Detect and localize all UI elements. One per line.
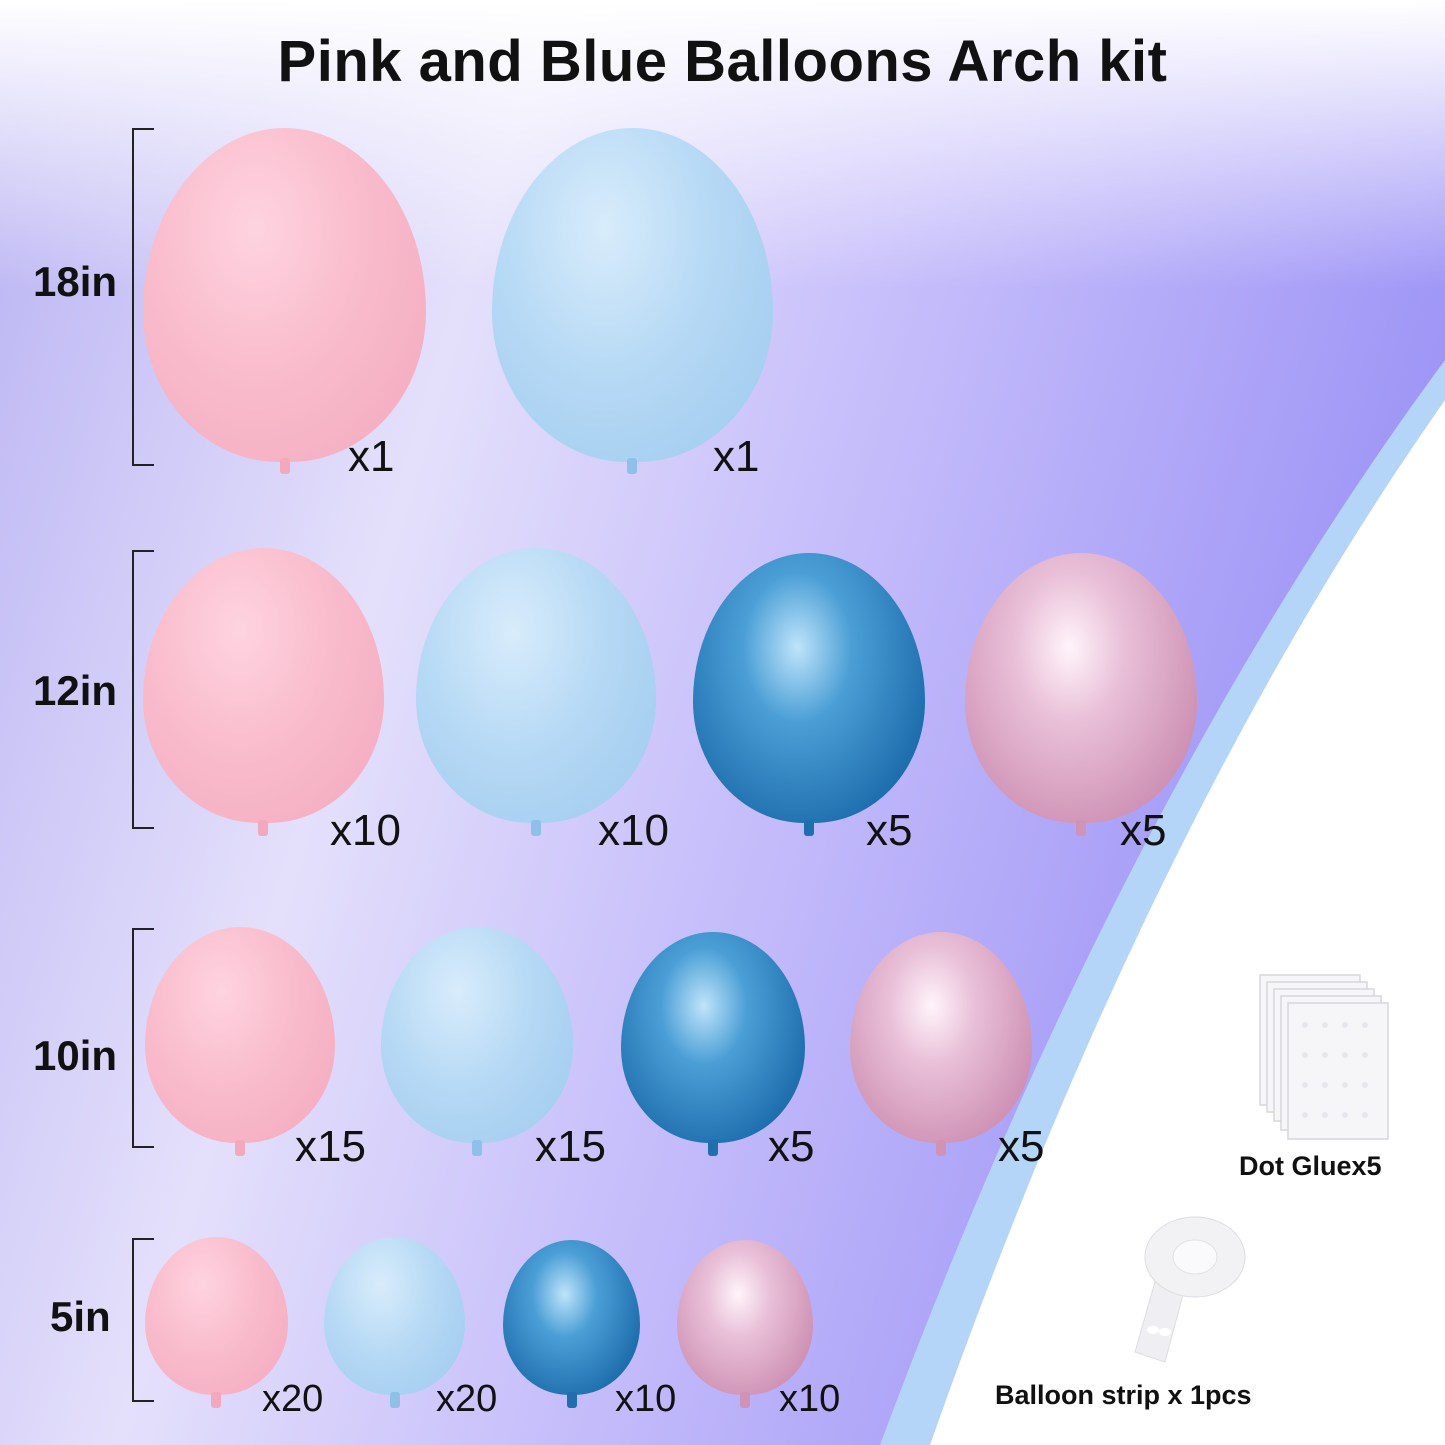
balloon-knot <box>1076 820 1086 836</box>
count-label: x20 <box>262 1378 324 1420</box>
balloon-knot <box>531 820 541 836</box>
size-bracket <box>132 928 154 1148</box>
count-label: x15 <box>535 1122 606 1171</box>
balloon-knot <box>280 458 290 474</box>
count-label: x15 <box>295 1122 366 1171</box>
size-bracket <box>132 1238 154 1402</box>
count-label: x10 <box>779 1378 841 1420</box>
balloon-knot <box>567 1392 577 1408</box>
count-label: x5 <box>1120 806 1167 855</box>
balloon-metallic-blue-12in <box>693 553 925 823</box>
dot-glue-label: Dot Gluex5 <box>1239 1151 1382 1181</box>
balloon-matte-blue-10in <box>381 927 573 1143</box>
size-label-5in: 5in <box>50 1293 111 1340</box>
size-label-18in: 18in <box>33 258 118 305</box>
count-label: x10 <box>615 1378 677 1420</box>
balloon-matte-blue-12in <box>416 548 656 823</box>
balloon-metallic-pink-12in <box>965 553 1197 823</box>
count-label: x10 <box>598 806 669 855</box>
count-label: x10 <box>330 806 401 855</box>
size-bracket <box>132 550 154 829</box>
balloon-metallic-pink-10in <box>850 932 1032 1143</box>
balloon-matte-pink-10in <box>145 927 335 1143</box>
dot-glue-sheets-image <box>1259 974 1389 1140</box>
page-title: Pink and Blue Balloons Arch kit <box>277 29 1168 94</box>
balloon-matte-pink-12in <box>143 548 384 823</box>
count-label: x5 <box>866 806 913 855</box>
balloon-metallic-pink-5in <box>677 1240 813 1395</box>
balloon-knot <box>708 1140 718 1156</box>
balloon-strip-roll-image <box>1134 1216 1246 1363</box>
balloon-matte-pink-18in <box>143 128 426 462</box>
balloon-matte-blue-18in <box>492 128 773 462</box>
balloon-knot <box>258 820 268 836</box>
size-label-10in: 10in <box>33 1032 118 1079</box>
size-label-12in: 12in <box>33 667 118 714</box>
balloon-matte-blue-5in <box>324 1237 465 1395</box>
count-label: x1 <box>348 432 395 481</box>
balloon-knot <box>936 1140 946 1156</box>
count-label: x5 <box>768 1122 815 1171</box>
size-bracket <box>132 128 154 466</box>
balloon-metallic-blue-5in <box>503 1240 640 1395</box>
balloon-metallic-blue-10in <box>621 932 805 1143</box>
balloon-knot <box>235 1140 245 1156</box>
balloon-strip-label: Balloon strip x 1pcs <box>995 1380 1252 1410</box>
balloon-knot <box>740 1392 750 1408</box>
balloon-knot <box>472 1140 482 1156</box>
balloon-knot <box>211 1392 221 1408</box>
balloon-matte-pink-5in <box>145 1237 288 1395</box>
balloon-knot <box>390 1392 400 1408</box>
balloon-knot <box>804 820 814 836</box>
balloon-knot <box>627 458 637 474</box>
count-label: x5 <box>998 1122 1045 1171</box>
count-label: x20 <box>436 1378 498 1420</box>
count-label: x1 <box>713 432 760 481</box>
